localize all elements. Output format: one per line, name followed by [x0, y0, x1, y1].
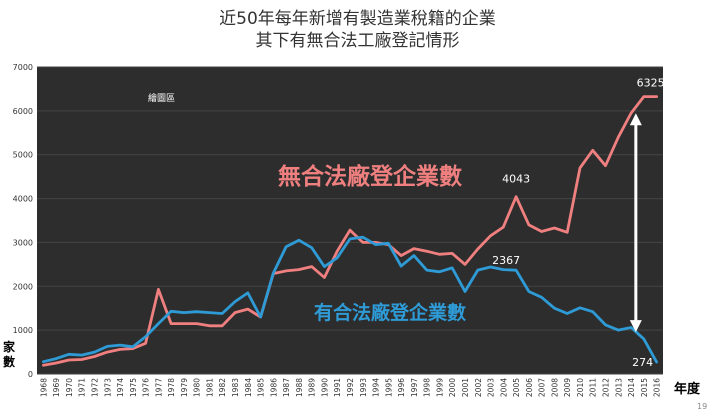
y-tick-label: 4000: [13, 195, 33, 204]
x-tick-label: 1974: [116, 378, 125, 397]
x-tick-label: 2002: [474, 378, 483, 397]
y-axis-unit-label: 家數: [3, 340, 16, 369]
x-tick-label: 1981: [205, 378, 214, 397]
data-label: 2367: [492, 254, 520, 267]
x-tick-label: 2004: [499, 378, 508, 397]
x-tick-label: 1986: [269, 378, 278, 397]
x-tick-label: 1998: [423, 378, 432, 397]
x-tick-label: 1972: [90, 378, 99, 397]
x-tick-labels: 1968 1969 1970 1971 1972 1973 1974 1975 1976 1977…: [39, 378, 661, 397]
y-tick-label: 1000: [13, 326, 33, 335]
x-tick-label: 2015: [640, 378, 649, 397]
y-tick-label: 2000: [13, 282, 33, 291]
data-label: 6325: [637, 77, 665, 90]
series-line-without-factory: [42, 95, 658, 367]
x-tick-label: 1996: [397, 378, 406, 397]
x-tick-label: 2009: [563, 378, 572, 397]
data-label: 4043: [502, 173, 530, 186]
series-line-with-factory: [42, 235, 658, 364]
data-labels: 4043 6325 2367 274: [492, 77, 665, 369]
x-tick-label: 1973: [103, 378, 112, 397]
x-tick-label: 1995: [384, 378, 393, 397]
x-tick-label: 1989: [308, 378, 317, 397]
x-tick-label: 1968: [39, 378, 48, 397]
x-tick-label: 1980: [193, 378, 202, 397]
x-tick-label: 2013: [614, 378, 623, 397]
gap-double-arrow: [629, 113, 642, 333]
arrow-head-top: [629, 113, 642, 126]
x-axis-unit-label: 年度: [674, 382, 701, 397]
x-tick-label: 1976: [142, 378, 151, 397]
x-tick-label: 2016: [653, 378, 662, 397]
x-tick-label: 1993: [359, 378, 368, 397]
x-tick-label: 1991: [333, 378, 342, 397]
x-tick-label: 1978: [167, 378, 176, 397]
x-tick-label: 1984: [244, 378, 253, 397]
x-tick-label: 1979: [180, 378, 189, 397]
y-tick-label: 7000: [13, 63, 33, 72]
arrow-head-bottom: [629, 320, 642, 333]
data-label: 274: [632, 356, 653, 369]
chart-title-line2: 其下有無合法工廠登記情形: [255, 31, 460, 51]
x-tick-label: 2006: [525, 378, 534, 397]
plot-area: [37, 67, 663, 374]
y-tick-labels: 0 1000 2000 3000 4000 5000 6000 7000: [13, 63, 33, 379]
x-tick-label: 2012: [602, 378, 611, 397]
x-tick-label: 1990: [320, 378, 329, 397]
x-tick-label: 1987: [282, 378, 291, 397]
x-tick-label: 2001: [461, 378, 470, 397]
x-tick-label: 2008: [550, 378, 559, 397]
x-tick-label: 2000: [448, 378, 457, 397]
x-tick-label: 2007: [538, 378, 547, 397]
page-number: 19: [697, 402, 708, 411]
x-tick-label: 1994: [372, 378, 381, 397]
x-tick-label: 1977: [154, 378, 163, 397]
x-tick-label: 2010: [576, 378, 585, 397]
plot-area-tag: 繪圖區: [148, 92, 175, 104]
x-tick-label: 1983: [231, 378, 240, 397]
y-tick-label: 6000: [13, 107, 33, 116]
x-tick-label: 1982: [218, 378, 227, 397]
x-tick-label: 1970: [65, 378, 74, 397]
x-tick-label: 1992: [346, 378, 355, 397]
x-tick-label: 2003: [487, 378, 496, 397]
series-label-without-factory: 無合法廠登企業數: [278, 163, 462, 190]
x-tick-label: 1988: [295, 378, 304, 397]
x-tick-label: 1969: [52, 378, 61, 397]
series-layer: [42, 95, 658, 367]
y-tick-label: 3000: [13, 238, 33, 247]
x-tick-label: 1985: [257, 378, 266, 397]
y-tick-label: 5000: [13, 151, 33, 160]
grid-layer: [37, 66, 663, 375]
x-tick-label: 1997: [410, 378, 419, 397]
x-tick-label: 2011: [589, 378, 598, 397]
x-tick-label: 2005: [512, 378, 521, 397]
chart-title-line1: 近50年每年新增有製造業稅籍的企業: [219, 9, 496, 29]
x-tick-label: 2014: [627, 378, 636, 397]
series-label-with-factory: 有合法廠登企業數: [314, 301, 466, 324]
x-tick-label: 1971: [78, 378, 87, 397]
x-tick-label: 1975: [129, 378, 138, 397]
y-tick-label: 0: [28, 370, 33, 379]
x-tick-label: 1999: [435, 378, 444, 397]
